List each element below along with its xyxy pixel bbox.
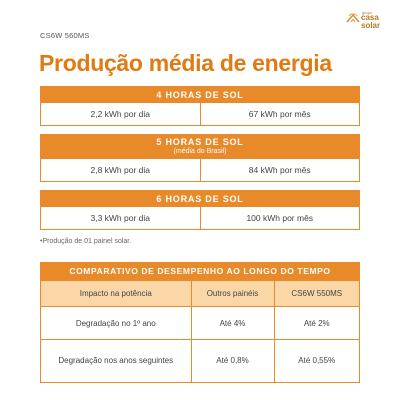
per-month-value: 84 kWh por mês [199,159,360,181]
per-day-value: 3,3 kWh por dia [90,213,151,223]
column-header: CS6W 550MS [273,280,359,307]
block-heading: 4 HORAS DE SOL [41,87,359,103]
per-month-value: 67 kWh por mês [199,103,360,125]
table-cell: Até 4% [190,306,274,340]
comparison-heading: COMPARATIVO DE DESEMPENHO AO LONGO DO TE… [41,263,359,280]
column-header: Outros painéis [190,280,274,307]
table-header-row: Impacto na potência Outros painéis CS6W … [41,280,359,307]
per-day-value: 2,2 kWh por dia [90,109,151,119]
column-header: Impacto na potência [41,280,191,307]
page-title: Produção média de energia [39,50,332,76]
production-block-6h: 6 HORAS DE SOL 3,3 kWh por dia 100 kWh p… [40,190,360,230]
production-row: 3,3 kWh por dia 100 kWh por mês [41,207,359,229]
casa-solar-logo: grupo casa solar [345,8,385,34]
footnote: •Produção de 01 painel solar. [40,238,132,245]
block-heading: 6 HORAS DE SOL [41,191,359,207]
table-cell: Até 0,55% [273,339,359,382]
table-cell: Degradação no 1º ano [41,306,191,340]
logo-brand-text: casa solar [361,13,381,30]
table-row: Degradação nos anos seguintes Até 0,8% A… [41,339,359,382]
production-row: 2,8 kWh por dia 84 kWh por mês [41,159,359,181]
table-row: Degradação no 1º ano Até 4% Até 2% [41,306,359,340]
production-row: 2,2 kWh por dia 67 kWh por mês [41,103,359,125]
logo-line1: casa [361,13,379,22]
comparison-table: COMPARATIVO DE DESEMPENHO AO LONGO DO TE… [40,262,360,383]
block-heading: 5 HORAS DE SOL [156,137,244,147]
logo-small-text: grupo [362,10,373,15]
table-cell: Até 2% [273,306,359,340]
per-day-value: 2,8 kWh por dia [90,165,151,175]
sun-house-icon [346,13,360,23]
product-model: CS6W 560MS [40,31,90,40]
logo-line2: solar [361,20,381,30]
production-block-5h: 5 HORAS DE SOL (média do Brasil) 2,8 kWh… [40,134,360,182]
block-heading-container: 5 HORAS DE SOL (média do Brasil) [41,135,359,159]
per-month-value: 100 kWh por mês [199,207,360,229]
table-cell: Até 0,8% [190,339,274,382]
block-subheading: (média do Brasil) [173,148,227,155]
table-cell: Degradação nos anos seguintes [41,339,191,382]
production-block-4h: 4 HORAS DE SOL 2,2 kWh por dia 67 kWh po… [40,86,360,126]
comparison-grid: Impacto na potência Outros painéis CS6W … [41,280,359,382]
